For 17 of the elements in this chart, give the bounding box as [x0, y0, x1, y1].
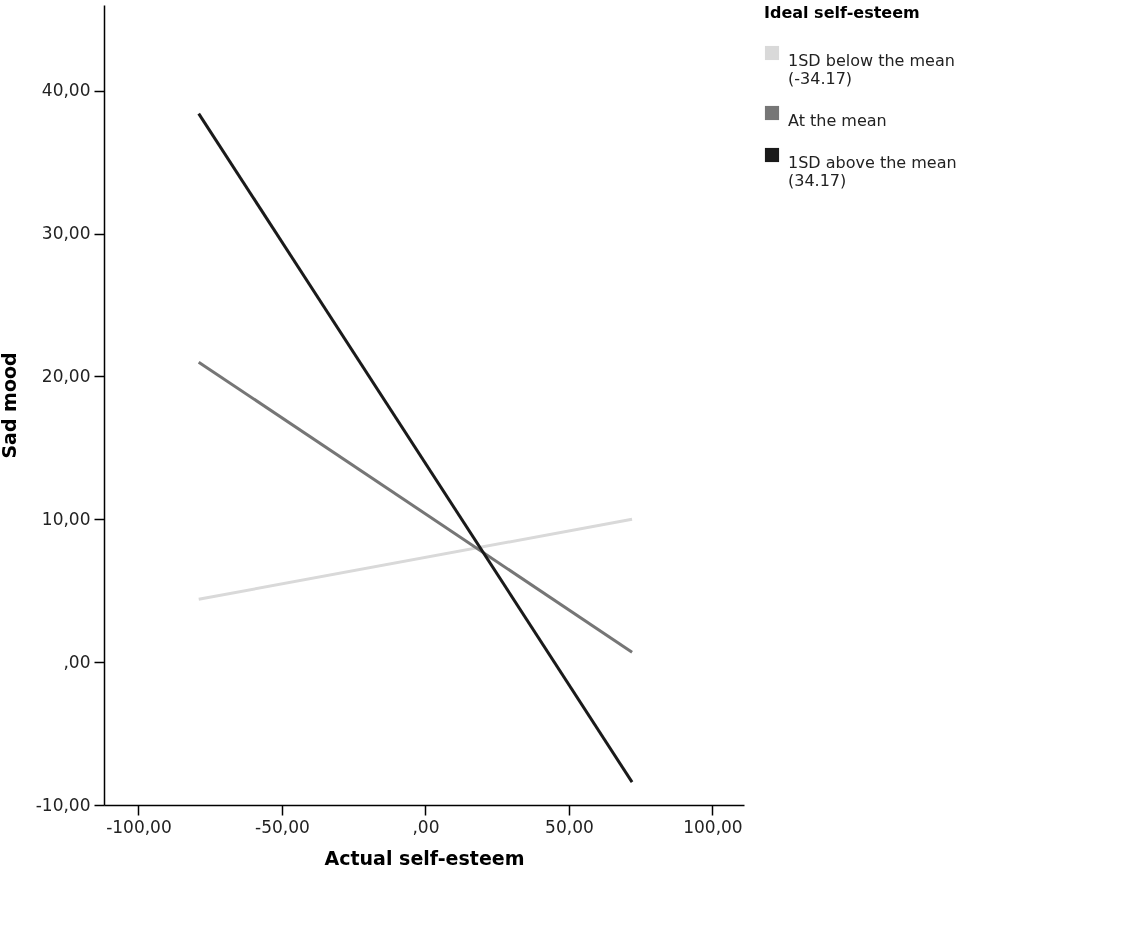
legend-label: 1SD below the mean (-34.17) [788, 51, 955, 88]
x-axis-title: Actual self-esteem [324, 846, 525, 869]
y-axis-title: Sad mood [0, 352, 20, 459]
y-tick-label: -10,00 [35, 794, 91, 815]
y-tick-label: 10,00 [41, 508, 91, 529]
x-tick-label: -50,00 [255, 816, 310, 837]
x-tick-label: -100,00 [106, 816, 172, 837]
y-tick-label: 30,00 [41, 223, 91, 244]
y-tick-label: 40,00 [41, 80, 91, 101]
legend-label: At the mean [788, 111, 887, 130]
y-tick-label: 20,00 [41, 365, 91, 386]
legend-title: Ideal self-esteem [764, 3, 920, 22]
x-tick-label: 100,00 [683, 816, 743, 837]
legend-label: 1SD above the mean (34.17) [788, 153, 957, 190]
x-tick-label: 50,00 [545, 816, 594, 837]
x-tick-label: ,00 [412, 816, 440, 837]
y-tick-label: ,00 [63, 651, 91, 672]
